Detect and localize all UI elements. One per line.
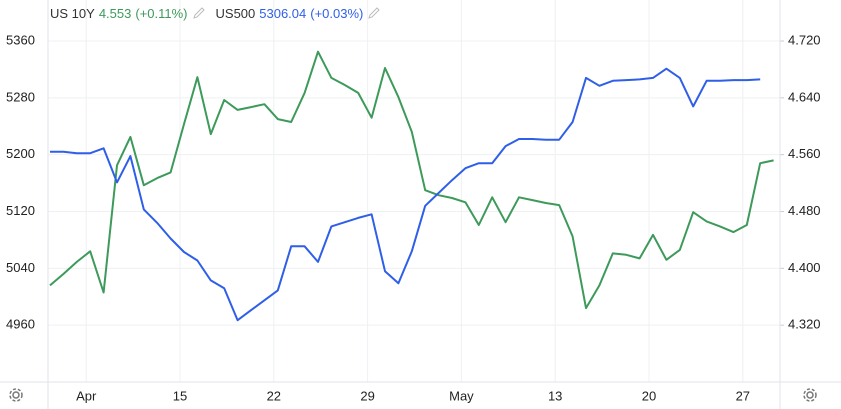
plot: 4960 5040 5120 5200 5280 5360 4.320 4.400 4.480 4…: [6, 32, 821, 403]
x-tick-label: 20: [642, 388, 656, 403]
legend-name: US 10Y: [50, 6, 95, 21]
pencil: [368, 7, 381, 19]
y2-tick-label: 4.400: [788, 260, 821, 275]
y2-tick-label: 4.320: [788, 317, 821, 332]
y2-tick-label: 4.560: [788, 146, 821, 161]
y-tick-label: 5120: [6, 203, 35, 218]
y2-tick-label: 4.720: [788, 32, 821, 47]
gear-teeth: [9, 388, 23, 402]
edit-icon[interactable]: [367, 7, 381, 19]
gear-center: [12, 391, 20, 399]
legend-name: US500: [215, 6, 256, 21]
x-tick-label: 13: [548, 388, 562, 403]
x-tick-label: 29: [360, 388, 374, 403]
gear-center: [806, 391, 814, 399]
y-tick-label: 5280: [6, 89, 35, 104]
y2-tick-label: 4.480: [788, 203, 821, 218]
y-tick-label: 4960: [6, 317, 35, 332]
gear-teeth: [803, 388, 817, 402]
pencil: [192, 7, 205, 19]
y-tick-label: 5360: [6, 32, 35, 47]
legend-value: 5306.04: [259, 6, 307, 21]
y-tick-label: 5040: [6, 260, 35, 275]
x-tick-label: Apr: [76, 388, 97, 403]
x-tick-label: 15: [173, 388, 187, 403]
edit-icon[interactable]: [192, 7, 206, 19]
y2-tick-label: 4.640: [788, 89, 821, 104]
x-tick-label: 22: [267, 388, 281, 403]
legend: US 10Y 4.553 (+0.11%) US500 5306.04 (+0.03%): [50, 6, 391, 21]
legend-change: (+0.11%): [135, 6, 188, 21]
legend-value: 4.553: [98, 6, 132, 21]
settings-icon[interactable]: [803, 388, 817, 402]
settings-icon[interactable]: [9, 388, 23, 402]
x-tick-label: 27: [736, 388, 750, 403]
legend-change: (+0.03%): [310, 6, 364, 21]
y-tick-label: 5200: [6, 146, 35, 161]
series-line: [50, 67, 761, 322]
x-tick-label: May: [449, 388, 474, 403]
series-line: [49, 50, 774, 310]
